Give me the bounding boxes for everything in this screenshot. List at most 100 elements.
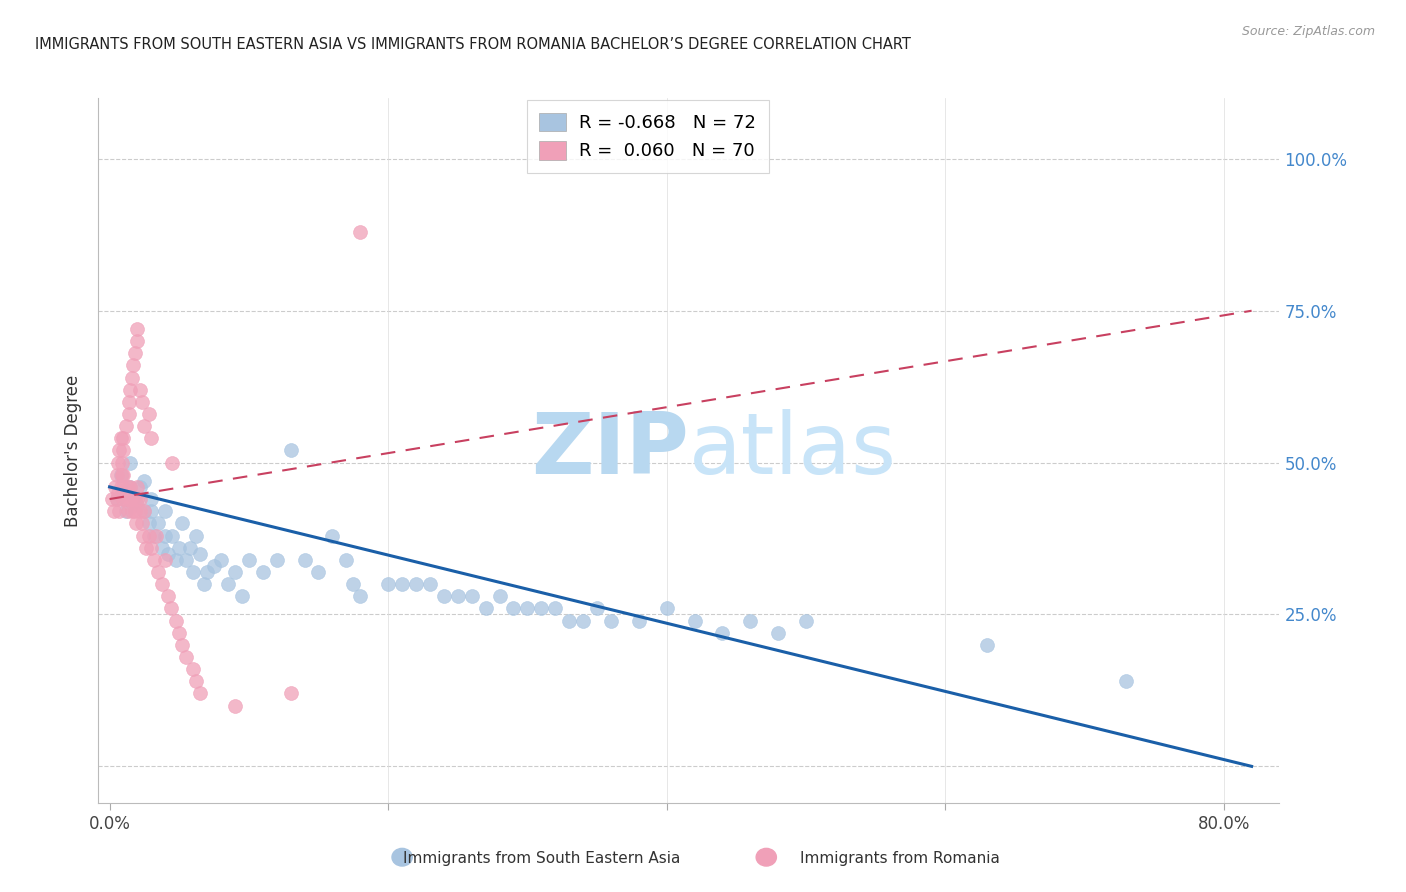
Point	[157, 589, 180, 603]
Circle shape	[392, 848, 412, 866]
Point	[131, 516, 153, 531]
Point	[141, 541, 163, 555]
Point	[167, 541, 190, 555]
Text: ZIP: ZIP	[531, 409, 689, 492]
Point	[132, 528, 155, 542]
Circle shape	[756, 848, 776, 866]
Point	[280, 443, 302, 458]
Point	[162, 456, 183, 470]
Point	[335, 553, 357, 567]
Point	[120, 480, 142, 494]
Point	[108, 504, 131, 518]
Point	[103, 504, 125, 518]
Point	[683, 614, 706, 628]
Point	[544, 601, 567, 615]
Point	[165, 614, 187, 628]
Point	[127, 498, 149, 512]
Point	[129, 504, 152, 518]
Point	[460, 589, 482, 603]
Point	[976, 638, 998, 652]
Point	[122, 491, 145, 506]
Point	[321, 528, 343, 542]
Point	[112, 491, 135, 506]
Point	[152, 541, 174, 555]
Point	[224, 698, 246, 713]
Point	[447, 589, 470, 603]
Point	[112, 467, 135, 482]
Point	[558, 614, 581, 628]
Point	[105, 491, 128, 506]
Point	[167, 625, 190, 640]
Point	[586, 601, 609, 615]
Text: Immigrants from South Eastern Asia: Immigrants from South Eastern Asia	[402, 851, 681, 865]
Point	[124, 504, 146, 518]
Point	[488, 589, 510, 603]
Point	[148, 565, 170, 579]
Point	[152, 577, 174, 591]
Point	[104, 480, 127, 494]
Point	[502, 601, 524, 615]
Point	[181, 662, 204, 676]
Text: Immigrants from Romania: Immigrants from Romania	[800, 851, 1000, 865]
Point	[131, 395, 153, 409]
Point	[157, 547, 180, 561]
Point	[135, 541, 157, 555]
Point	[134, 504, 156, 518]
Point	[174, 650, 197, 665]
Point	[127, 480, 149, 494]
Point	[125, 516, 148, 531]
Point	[600, 614, 623, 628]
Point	[121, 504, 143, 518]
Text: atlas: atlas	[689, 409, 897, 492]
Point	[120, 491, 142, 506]
Point	[138, 528, 160, 542]
Point	[155, 553, 177, 567]
Point	[195, 565, 218, 579]
Point	[143, 528, 166, 542]
Point	[129, 491, 152, 506]
Point	[124, 346, 146, 360]
Point	[170, 516, 193, 531]
Point	[188, 686, 211, 700]
Point	[141, 431, 163, 445]
Point	[308, 565, 330, 579]
Point	[118, 395, 141, 409]
Text: IMMIGRANTS FROM SOUTH EASTERN ASIA VS IMMIGRANTS FROM ROMANIA BACHELOR’S DEGREE : IMMIGRANTS FROM SOUTH EASTERN ASIA VS IM…	[35, 37, 911, 53]
Point	[127, 334, 149, 348]
Point	[141, 491, 163, 506]
Point	[474, 601, 496, 615]
Point	[252, 565, 274, 579]
Point	[572, 614, 595, 628]
Point	[124, 491, 146, 506]
Point	[1115, 674, 1137, 689]
Legend: R = -0.668   N = 72, R =  0.060   N = 70: R = -0.668 N = 72, R = 0.060 N = 70	[527, 100, 769, 173]
Point	[231, 589, 253, 603]
Point	[238, 553, 260, 567]
Point	[127, 322, 149, 336]
Point	[188, 547, 211, 561]
Point	[160, 601, 183, 615]
Point	[419, 577, 441, 591]
Point	[108, 443, 131, 458]
Point	[181, 565, 204, 579]
Point	[266, 553, 288, 567]
Point	[112, 480, 135, 494]
Point	[193, 577, 215, 591]
Point	[174, 553, 197, 567]
Point	[184, 674, 207, 689]
Point	[112, 431, 135, 445]
Point	[110, 480, 132, 494]
Point	[121, 370, 143, 384]
Point	[224, 565, 246, 579]
Point	[127, 491, 149, 506]
Point	[209, 553, 232, 567]
Point	[105, 491, 128, 506]
Point	[129, 383, 152, 397]
Point	[170, 638, 193, 652]
Point	[105, 467, 128, 482]
Point	[110, 431, 132, 445]
Point	[179, 541, 201, 555]
Point	[110, 467, 132, 482]
Point	[377, 577, 399, 591]
Point	[115, 491, 138, 506]
